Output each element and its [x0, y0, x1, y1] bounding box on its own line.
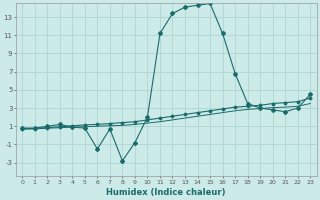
X-axis label: Humidex (Indice chaleur): Humidex (Indice chaleur)	[107, 188, 226, 197]
